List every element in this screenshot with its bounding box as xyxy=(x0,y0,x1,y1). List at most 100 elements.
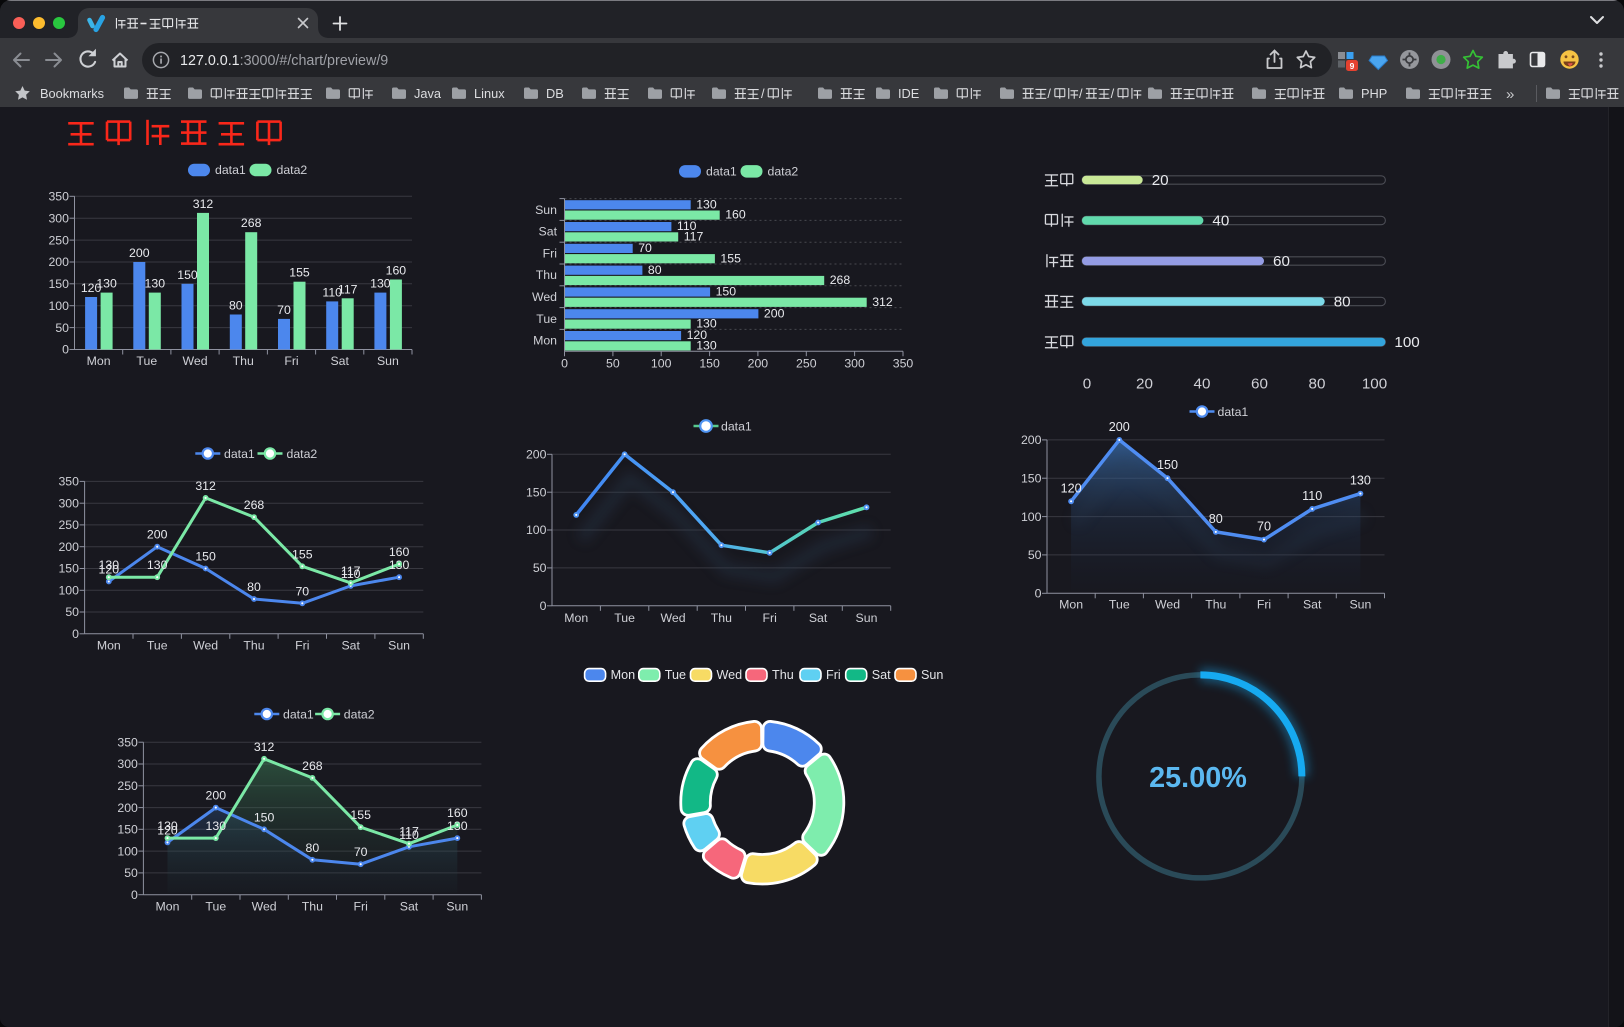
svg-text:160: 160 xyxy=(386,264,407,278)
svg-text:120: 120 xyxy=(1061,481,1082,495)
svg-text:150: 150 xyxy=(1021,471,1042,485)
svg-text:150: 150 xyxy=(117,823,138,837)
svg-text:Sat: Sat xyxy=(330,354,349,368)
svg-text:Sun: Sun xyxy=(377,354,399,368)
svg-text:117: 117 xyxy=(399,825,419,839)
svg-text:Sat: Sat xyxy=(872,668,891,682)
svg-text:130: 130 xyxy=(147,558,168,572)
svg-text:0: 0 xyxy=(1035,587,1042,601)
svg-text:150: 150 xyxy=(1157,458,1178,472)
svg-text:»: » xyxy=(1506,86,1514,103)
svg-text:50: 50 xyxy=(533,561,547,575)
svg-text:200: 200 xyxy=(58,540,79,554)
svg-text:data1: data1 xyxy=(283,707,314,721)
svg-text:Thu: Thu xyxy=(302,900,323,914)
svg-text:160: 160 xyxy=(725,208,746,222)
svg-text:120: 120 xyxy=(99,563,120,577)
svg-text:Thu: Thu xyxy=(711,611,732,625)
svg-text:Tue: Tue xyxy=(614,611,635,625)
svg-text:130: 130 xyxy=(696,197,717,211)
svg-text:117: 117 xyxy=(338,282,358,296)
svg-text:150: 150 xyxy=(699,357,720,371)
svg-text:130: 130 xyxy=(1350,474,1371,488)
svg-text:data1: data1 xyxy=(706,164,737,178)
svg-text:50: 50 xyxy=(1028,548,1042,562)
svg-text:312: 312 xyxy=(254,740,275,754)
svg-text:Sat: Sat xyxy=(809,611,828,625)
svg-text:312: 312 xyxy=(193,197,214,211)
svg-text:350: 350 xyxy=(48,190,69,204)
svg-text:130: 130 xyxy=(96,277,117,291)
svg-text:50: 50 xyxy=(65,605,79,619)
svg-text:0: 0 xyxy=(1083,376,1091,393)
svg-text:Wed: Wed xyxy=(193,638,218,652)
svg-text:data2: data2 xyxy=(277,163,308,177)
svg-text:data1: data1 xyxy=(224,447,255,461)
svg-text:200: 200 xyxy=(748,357,769,371)
svg-text:Java: Java xyxy=(414,86,442,101)
svg-text:250: 250 xyxy=(117,779,138,793)
svg-text:0: 0 xyxy=(131,888,138,902)
svg-text:20: 20 xyxy=(1136,376,1153,393)
svg-text:100: 100 xyxy=(1021,510,1042,524)
svg-text:Mon: Mon xyxy=(564,611,588,625)
svg-text:Fri: Fri xyxy=(354,900,368,914)
svg-text:200: 200 xyxy=(117,801,138,815)
svg-text:Fri: Fri xyxy=(284,354,298,368)
svg-text:200: 200 xyxy=(147,528,168,542)
svg-text:200: 200 xyxy=(129,246,150,260)
svg-text:Sat: Sat xyxy=(341,638,360,652)
svg-text:100: 100 xyxy=(1394,334,1419,351)
svg-text:200: 200 xyxy=(526,448,547,462)
svg-text:80: 80 xyxy=(1334,294,1351,311)
svg-text:Tue: Tue xyxy=(1109,598,1130,612)
svg-text:40: 40 xyxy=(1212,213,1229,230)
svg-text:0: 0 xyxy=(561,357,568,371)
svg-text:data2: data2 xyxy=(287,447,318,461)
svg-text:Fri: Fri xyxy=(763,611,777,625)
svg-text:110: 110 xyxy=(341,567,361,581)
svg-text:Fri: Fri xyxy=(543,246,557,260)
svg-text:160: 160 xyxy=(389,545,410,559)
svg-text:Sun: Sun xyxy=(1349,598,1371,612)
svg-text:/: / xyxy=(1111,86,1115,101)
svg-text:130: 130 xyxy=(145,277,166,291)
svg-text:data2: data2 xyxy=(768,164,799,178)
svg-text:DB: DB xyxy=(546,86,564,101)
svg-text:268: 268 xyxy=(302,759,323,773)
svg-text:data1: data1 xyxy=(1218,405,1249,419)
svg-text:120: 120 xyxy=(157,823,178,837)
svg-text:120: 120 xyxy=(687,328,708,342)
svg-text:130: 130 xyxy=(370,277,391,291)
svg-text:80: 80 xyxy=(648,263,662,277)
svg-text:200: 200 xyxy=(206,789,227,803)
svg-text:Mon: Mon xyxy=(156,900,180,914)
svg-text:155: 155 xyxy=(350,808,371,822)
svg-text:150: 150 xyxy=(195,550,216,564)
svg-text:Mon: Mon xyxy=(611,668,636,682)
svg-text:160: 160 xyxy=(447,806,468,820)
svg-text:268: 268 xyxy=(830,273,851,287)
svg-text:50: 50 xyxy=(55,321,69,335)
svg-text:Sat: Sat xyxy=(539,225,558,239)
svg-text:70: 70 xyxy=(638,241,652,255)
svg-text:Thu: Thu xyxy=(1205,598,1226,612)
svg-text:Fri: Fri xyxy=(1257,598,1271,612)
svg-text:155: 155 xyxy=(720,251,741,265)
svg-text:Mon: Mon xyxy=(97,638,121,652)
svg-text:/: / xyxy=(1047,86,1051,101)
svg-text:Sun: Sun xyxy=(856,611,878,625)
svg-text:250: 250 xyxy=(48,233,69,247)
svg-text:200: 200 xyxy=(764,306,785,320)
svg-text:PHP: PHP xyxy=(1361,86,1387,101)
svg-text:Tue: Tue xyxy=(205,900,226,914)
svg-text:Thu: Thu xyxy=(233,354,254,368)
svg-text:Wed: Wed xyxy=(1155,598,1180,612)
svg-text:Thu: Thu xyxy=(536,268,557,282)
svg-text:150: 150 xyxy=(526,485,547,499)
svg-text:Fri: Fri xyxy=(826,668,841,682)
svg-text:117: 117 xyxy=(341,564,361,578)
svg-text:80: 80 xyxy=(1309,376,1326,393)
svg-text:100: 100 xyxy=(526,523,547,537)
svg-text:0: 0 xyxy=(72,627,79,641)
